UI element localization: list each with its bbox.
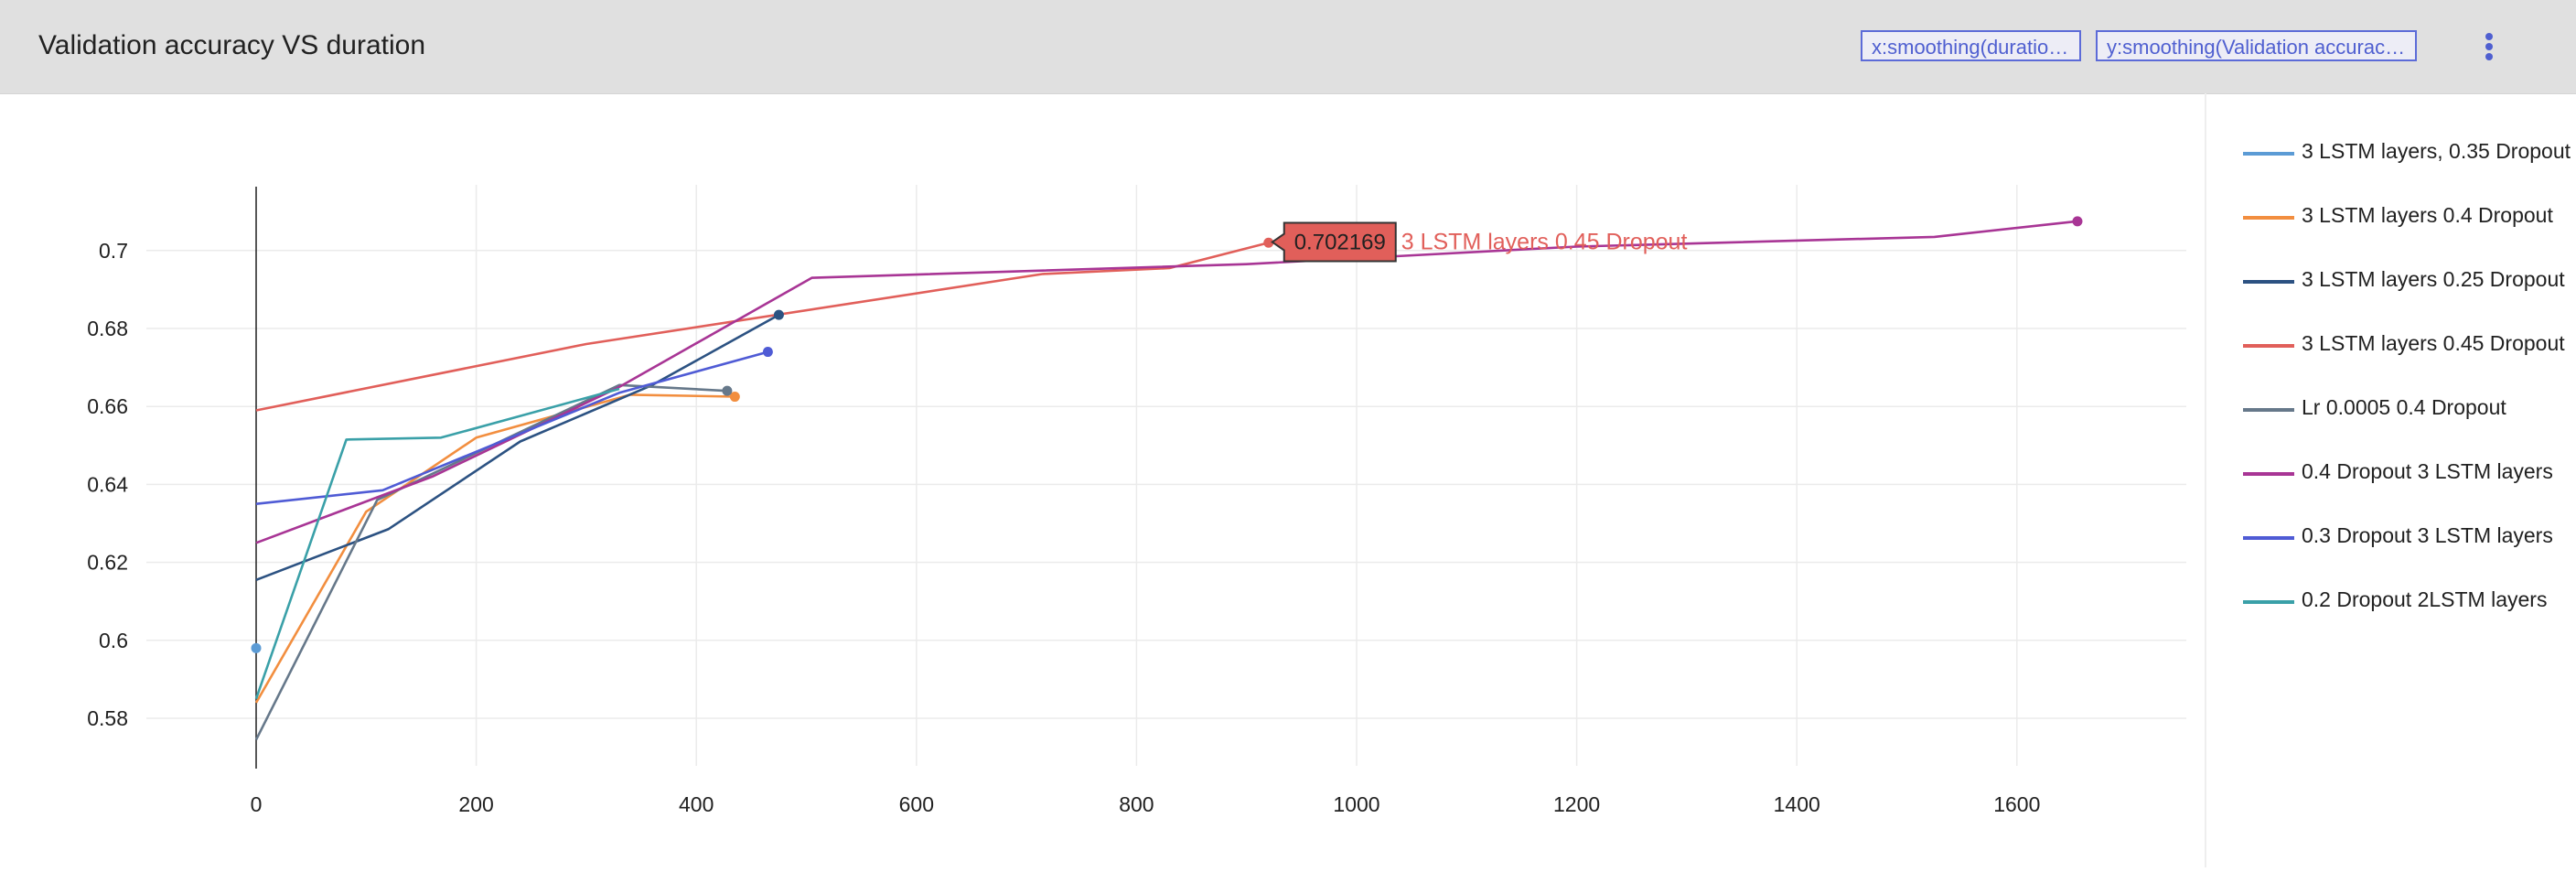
legend-label: 3 LSTM layers, 0.35 Dropout [2302,139,2571,163]
tooltip-series-label: 3 LSTM layers 0.45 Dropout [1401,230,1688,255]
x-tick-label: 1600 [1993,792,2040,816]
more-vert-icon[interactable] [2472,27,2508,66]
y-tick-label: 0.7 [99,239,128,263]
series-line-3[interactable] [255,242,1270,412]
legend-swatch [2243,152,2294,156]
legend-item[interactable]: 3 LSTM layers 0.4 Dropout [2243,199,2576,236]
chart-legend: 3 LSTM layers, 0.35 Dropout 3 LSTM layers… [2206,93,2576,867]
y-tick-label: 0.6 [99,629,128,652]
legend-item[interactable]: 0.4 Dropout 3 LSTM layers [2243,456,2576,492]
legend-swatch [2243,344,2294,348]
y-tick-label: 0.68 [87,317,128,340]
x-tick-label: 200 [458,792,493,816]
series-line-1[interactable] [254,393,735,704]
legend-label: 3 LSTM layers 0.4 Dropout [2302,203,2553,227]
series-end-marker-1[interactable] [729,392,740,403]
series-line-2[interactable] [255,313,780,582]
legend-label: 0.3 Dropout 3 LSTM layers [2302,523,2553,547]
series-end-marker-4[interactable] [722,385,733,396]
x-tick-label: 1400 [1774,792,1820,816]
chart-title: Validation accuracy VS duration [38,30,426,60]
legend-item[interactable]: 3 LSTM layers 0.45 Dropout [2243,328,2576,364]
legend-item[interactable]: Lr 0.0005 0.4 Dropout [2243,392,2576,428]
x-tick-label: 400 [679,792,714,816]
y-tick-label: 0.62 [87,551,128,575]
series-end-marker-6[interactable] [762,347,773,358]
legend-divider [2205,93,2206,867]
legend-swatch [2243,600,2294,604]
x-tick-label: 1200 [1553,792,1600,816]
y-axis-selector[interactable]: y:smoothing(Validation accurac… [2096,30,2417,61]
series-line-5[interactable] [255,220,2078,544]
tooltip-box [1271,221,1397,263]
series-line-6[interactable] [255,350,768,505]
x-axis-selector[interactable]: x:smoothing(duratio… [1861,30,2081,61]
legend-swatch [2243,280,2294,284]
legend-label: 3 LSTM layers 0.45 Dropout [2302,331,2565,355]
legend-label: Lr 0.0005 0.4 Dropout [2302,395,2506,419]
x-tick-label: 1000 [1333,792,1379,816]
series-end-marker-3[interactable] [1263,237,1274,248]
legend-swatch [2243,216,2294,220]
x-tick-label: 600 [899,792,934,816]
line-chart[interactable]: 0 200 400 600 800 1000 1200 1400 1600 0.58 0.6 0.62… [0,93,2205,867]
legend-label: 0.4 Dropout 3 LSTM layers [2302,459,2553,483]
series-line-7[interactable] [254,387,620,700]
legend-item[interactable]: 0.2 Dropout 2LSTM layers [2243,584,2576,620]
y-tick-label: 0.58 [87,706,128,730]
chart-header: Validation accuracy VS duration x:smooth… [0,0,2576,94]
legend-label: 3 LSTM layers 0.25 Dropout [2302,267,2565,291]
series-end-marker-0[interactable] [251,642,262,653]
legend-item[interactable]: 3 LSTM layers, 0.35 Dropout [2243,135,2576,172]
x-tick-label: 800 [1119,792,1154,816]
legend-label: 0.2 Dropout 2LSTM layers [2302,587,2548,611]
y-tick-label: 0.64 [87,472,128,496]
x-tick-label: 0 [251,792,263,816]
series-end-marker-5[interactable] [2072,216,2083,227]
plot-area[interactable]: 0 200 400 600 800 1000 1200 1400 1600 0.58 0.6 0.62… [0,93,2205,867]
legend-item[interactable]: 0.3 Dropout 3 LSTM layers [2243,520,2576,556]
series-end-marker-2[interactable] [773,309,784,320]
legend-swatch [2243,472,2294,476]
legend-swatch [2243,536,2294,540]
legend-swatch [2243,408,2294,412]
y-tick-label: 0.66 [87,394,128,418]
legend-item[interactable]: 3 LSTM layers 0.25 Dropout [2243,264,2576,300]
tooltip-value: 0.702169 [1294,231,1386,255]
